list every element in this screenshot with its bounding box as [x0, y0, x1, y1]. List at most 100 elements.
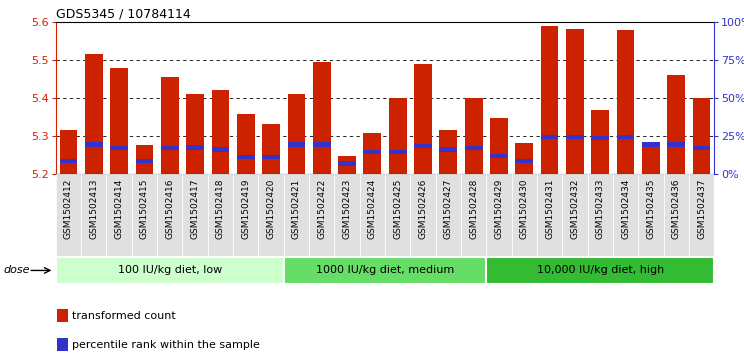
Bar — [414, 143, 432, 148]
Bar — [490, 154, 508, 158]
Text: GSM1502431: GSM1502431 — [545, 178, 554, 239]
Bar — [211, 90, 229, 174]
Bar — [440, 147, 458, 152]
Bar — [81, 174, 106, 256]
Bar — [490, 118, 508, 174]
Text: GSM1502416: GSM1502416 — [165, 178, 174, 239]
Text: GSM1502432: GSM1502432 — [571, 178, 580, 239]
Bar — [106, 174, 132, 256]
Bar — [566, 135, 584, 139]
Bar — [283, 257, 487, 284]
Bar — [309, 174, 334, 256]
Bar — [60, 159, 77, 163]
Bar — [664, 174, 689, 256]
Bar — [208, 174, 233, 256]
Bar — [161, 77, 179, 174]
Text: GDS5345 / 10784114: GDS5345 / 10784114 — [56, 8, 190, 21]
Bar — [689, 174, 714, 256]
Bar — [461, 174, 487, 256]
Bar — [566, 29, 584, 174]
Bar — [617, 30, 635, 174]
Bar — [667, 75, 685, 174]
Bar — [693, 98, 711, 174]
Bar — [237, 114, 254, 174]
Bar — [312, 62, 330, 174]
Bar — [385, 174, 411, 256]
Bar — [182, 174, 208, 256]
Text: GSM1502419: GSM1502419 — [241, 178, 250, 239]
Text: GSM1502418: GSM1502418 — [216, 178, 225, 239]
Bar — [537, 174, 562, 256]
Bar — [613, 174, 638, 256]
Text: GSM1502423: GSM1502423 — [342, 178, 351, 239]
Bar — [110, 146, 128, 150]
Bar — [591, 136, 609, 140]
Bar — [85, 142, 103, 147]
Text: GSM1502420: GSM1502420 — [266, 178, 275, 239]
Bar — [135, 144, 153, 174]
Text: 1000 IU/kg diet, medium: 1000 IU/kg diet, medium — [316, 265, 454, 276]
Bar — [440, 130, 458, 174]
Bar — [562, 174, 588, 256]
Bar — [516, 159, 533, 163]
Text: GSM1502426: GSM1502426 — [419, 178, 428, 239]
Bar — [588, 174, 613, 256]
Bar — [436, 174, 461, 256]
Text: GSM1502433: GSM1502433 — [596, 178, 605, 239]
Bar — [57, 338, 68, 351]
Bar — [60, 130, 77, 174]
Bar — [334, 174, 359, 256]
Text: GSM1502421: GSM1502421 — [292, 178, 301, 239]
Text: GSM1502417: GSM1502417 — [190, 178, 199, 239]
Bar — [283, 174, 309, 256]
Bar — [364, 150, 381, 154]
Text: transformed count: transformed count — [71, 311, 176, 321]
Bar — [312, 142, 330, 147]
Bar — [132, 174, 157, 256]
Bar — [487, 257, 714, 284]
Bar — [161, 146, 179, 150]
Text: dose: dose — [4, 265, 31, 276]
Bar — [512, 174, 537, 256]
Text: percentile rank within the sample: percentile rank within the sample — [71, 340, 260, 350]
Bar — [262, 123, 280, 174]
Bar — [339, 156, 356, 174]
Bar — [541, 25, 559, 174]
Bar — [591, 110, 609, 174]
Text: 100 IU/kg diet, low: 100 IU/kg diet, low — [118, 265, 222, 276]
Bar — [642, 142, 660, 147]
Bar — [667, 142, 685, 147]
Text: GSM1502422: GSM1502422 — [317, 178, 326, 238]
Bar — [389, 150, 406, 154]
Bar — [411, 174, 436, 256]
Text: GSM1502427: GSM1502427 — [444, 178, 453, 239]
Bar — [157, 174, 182, 256]
Bar — [364, 133, 381, 174]
Bar — [487, 174, 512, 256]
Bar — [258, 174, 283, 256]
Bar — [237, 155, 254, 159]
Bar — [135, 159, 153, 163]
Bar — [693, 146, 711, 150]
Text: 10,000 IU/kg diet, high: 10,000 IU/kg diet, high — [536, 265, 664, 276]
Bar — [85, 54, 103, 174]
Bar — [465, 146, 483, 150]
Bar — [287, 142, 305, 147]
Bar — [414, 64, 432, 174]
Bar — [541, 135, 559, 139]
Bar — [56, 257, 283, 284]
Text: GSM1502428: GSM1502428 — [469, 178, 478, 239]
Text: GSM1502430: GSM1502430 — [520, 178, 529, 239]
Text: GSM1502412: GSM1502412 — [64, 178, 73, 239]
Bar — [57, 309, 68, 322]
Bar — [186, 146, 204, 150]
Bar — [287, 94, 305, 174]
Bar — [186, 94, 204, 174]
Bar — [465, 98, 483, 174]
Text: GSM1502437: GSM1502437 — [697, 178, 706, 239]
Text: GSM1502435: GSM1502435 — [647, 178, 655, 239]
Bar — [638, 174, 664, 256]
Bar — [339, 162, 356, 166]
Text: GSM1502436: GSM1502436 — [672, 178, 681, 239]
Bar — [389, 98, 406, 174]
